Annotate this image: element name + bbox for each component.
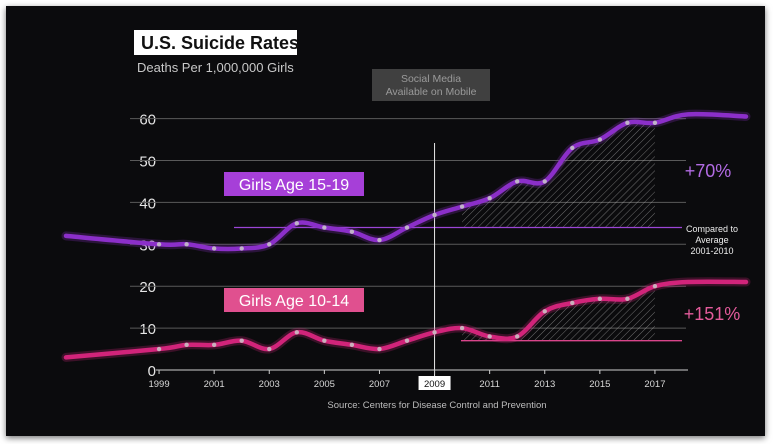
x-tick-label: 2015 <box>589 379 610 390</box>
data-point <box>542 309 547 314</box>
suicide-rates-chart: U.S. Suicide Rates Deaths Per 1,000,000 … <box>61 30 751 411</box>
x-tick-label: 2001 <box>204 379 225 390</box>
x-axis-labels: 1999 2001 2003 2005 2007 2009 2011 2013 2015 2017 <box>148 370 666 390</box>
data-point <box>267 346 272 352</box>
data-point <box>349 342 355 348</box>
series-label-15-19: Girls Age 15-19 <box>239 177 349 194</box>
change-label-10-14: +151% <box>684 304 741 324</box>
data-point <box>211 342 217 348</box>
title-box <box>134 30 297 55</box>
data-point <box>597 137 603 142</box>
series-label-box-15-19 <box>224 172 364 196</box>
x-tick-label: 2007 <box>369 379 390 390</box>
data-point <box>487 195 492 201</box>
comparison-note-line-3: 2001-2010 <box>690 246 733 256</box>
x-tick-label: 2017 <box>644 379 665 390</box>
data-point <box>404 338 410 343</box>
data-point <box>294 221 300 226</box>
x-tick-label: 1999 <box>148 379 169 390</box>
data-point <box>570 300 575 306</box>
annotation-box <box>372 69 490 101</box>
comparison-note-line-2: Average <box>695 235 728 245</box>
data-point <box>322 338 327 343</box>
x-tick-label: 2003 <box>259 379 280 390</box>
hatched-area <box>462 121 655 228</box>
x-tick-label: 2005 <box>314 379 335 390</box>
data-point <box>377 346 382 352</box>
x-tick-label: 2011 <box>479 379 499 390</box>
data-point <box>459 204 465 209</box>
data-point <box>487 334 492 339</box>
data-point <box>652 120 658 125</box>
y-tick-label: 10 <box>139 321 156 338</box>
data-point <box>432 212 437 218</box>
data-point <box>294 330 300 335</box>
data-point <box>349 229 355 234</box>
series-lines <box>61 109 751 362</box>
data-point <box>625 296 630 301</box>
y-tick-label: 50 <box>139 153 156 170</box>
change-label-15-19: +70% <box>685 161 732 181</box>
data-point <box>625 120 630 125</box>
data-point <box>652 283 658 289</box>
series-label-box-10-14 <box>224 288 364 312</box>
y-tick-label: 40 <box>139 195 156 212</box>
data-point <box>459 325 465 331</box>
series-label-10-14: Girls Age 10-14 <box>239 293 349 310</box>
data-point <box>211 246 217 251</box>
data-point <box>597 296 603 301</box>
annotation-line-1: Social Media <box>401 73 461 85</box>
data-point <box>322 225 327 230</box>
x-tick-label: 2013 <box>534 379 555 390</box>
data-point <box>239 338 244 343</box>
series-line <box>63 111 749 252</box>
data-point <box>239 246 244 251</box>
data-point <box>514 334 520 339</box>
data-point <box>432 330 437 335</box>
data-point <box>404 225 410 230</box>
series-line <box>63 279 749 360</box>
y-tick-label: 20 <box>139 279 156 296</box>
comparison-note-line-1: Compared to <box>686 224 738 234</box>
data-points <box>156 120 658 352</box>
x-tick-highlight <box>418 376 451 390</box>
y-tick-label: 60 <box>139 112 156 129</box>
data-point <box>377 237 382 243</box>
data-point <box>184 242 189 247</box>
data-point <box>542 179 547 184</box>
x-tick-label: 2009 <box>424 379 445 390</box>
chart-frame: U.S. Suicide Rates Deaths Per 1,000,000 … <box>6 6 765 436</box>
average-lines <box>234 226 682 342</box>
annotation-line-2: Available on Mobile <box>386 86 477 98</box>
source-note: Source: Centers for Disease Control and … <box>327 400 546 411</box>
chart-subtitle: Deaths Per 1,000,000 Girls <box>137 60 294 75</box>
y-tick-label: 0 <box>148 363 156 380</box>
data-point <box>184 342 189 348</box>
chart-title: U.S. Suicide Rates <box>141 33 299 53</box>
data-point <box>156 346 162 352</box>
data-point <box>156 242 162 247</box>
data-point <box>514 179 520 184</box>
data-point <box>570 145 575 151</box>
data-point <box>267 242 272 247</box>
